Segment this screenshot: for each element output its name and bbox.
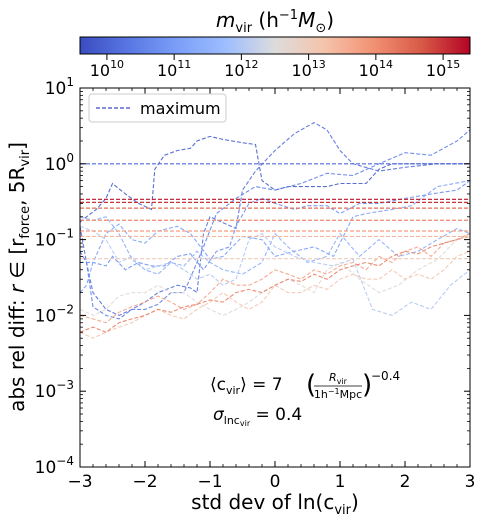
annotation-frac-den: 1h−1Mpc xyxy=(314,387,362,401)
annotation-paren-left: ( xyxy=(306,370,316,400)
colorbar-gradient xyxy=(79,36,471,55)
x-tick-label: −2 xyxy=(132,472,157,492)
series-line xyxy=(80,216,470,275)
series-line xyxy=(80,225,470,317)
colorbar-tick-label: 1010 xyxy=(90,58,124,80)
y-tick-label: 100 xyxy=(45,151,74,175)
colorbar: mvir (h−1M⊙) 1010 1011 1012 1013 1014 1015 xyxy=(79,8,471,80)
x-tick-label: 3 xyxy=(465,472,476,492)
colorbar-tick-label: 1015 xyxy=(426,58,460,80)
series-line xyxy=(80,235,470,324)
colorbar-tick-label: 1014 xyxy=(359,58,393,80)
series-line xyxy=(80,129,470,320)
y-axis-label: abs rel diff: r ∈ [rforce, 5Rvir] xyxy=(5,142,33,412)
colorbar-tick-label: 1013 xyxy=(291,58,325,80)
colorbar-label: mvir (h−1M⊙) xyxy=(216,8,334,36)
series-line xyxy=(80,180,470,293)
y-tick-label: 101 xyxy=(45,75,74,99)
y-tick-label: 10−4 xyxy=(35,454,74,478)
legend-box xyxy=(88,93,227,123)
series-line xyxy=(80,233,470,333)
x-tick-label: −3 xyxy=(67,472,92,492)
annotation: ⟨cvir⟩ = 7 ( Rvir 1h−1Mpc ) −0.4 σlncvir… xyxy=(210,369,400,428)
colorbar-ticks: 1010 1011 1012 1013 1014 1015 xyxy=(90,54,460,80)
colorbar-tick-label: 1012 xyxy=(224,58,258,80)
y-tick-label: 10−1 xyxy=(35,227,74,251)
series-line xyxy=(80,180,470,271)
legend: maximum xyxy=(88,93,227,123)
data-lines xyxy=(80,121,470,339)
legend-label: maximum xyxy=(140,99,221,118)
annotation-exponent: −0.4 xyxy=(371,369,400,383)
x-tick-label: 0 xyxy=(270,472,281,492)
series-line xyxy=(80,135,470,223)
x-axis-label: std dev of ln(cvir) xyxy=(191,490,359,518)
annotation-paren-right: ) xyxy=(362,370,372,400)
y-tick-label: 10−3 xyxy=(35,378,74,402)
annotation-line1: ⟨cvir⟩ = 7 xyxy=(210,375,283,397)
y-tick-label: 10−2 xyxy=(35,302,74,326)
series-line xyxy=(80,233,470,317)
x-axis-ticks: −3 −2 −1 0 1 2 3 xyxy=(67,88,475,492)
series-line xyxy=(80,121,470,317)
annotation-line2: σlncvir = 0.4 xyxy=(213,405,302,428)
x-tick-label: 1 xyxy=(335,472,346,492)
x-tick-label: −1 xyxy=(197,472,222,492)
colorbar-tick-label: 1011 xyxy=(157,58,191,80)
series-line xyxy=(80,250,470,339)
annotation-frac-num: Rvir xyxy=(329,371,348,386)
y-axis-ticks: 10−4 10−3 10−2 10−1 100 101 xyxy=(35,75,470,478)
plot-area: −3 −2 −1 0 1 2 3 10−4 10−3 10−2 10−1 100 101 xyxy=(35,75,476,492)
x-tick-label: 2 xyxy=(400,472,411,492)
